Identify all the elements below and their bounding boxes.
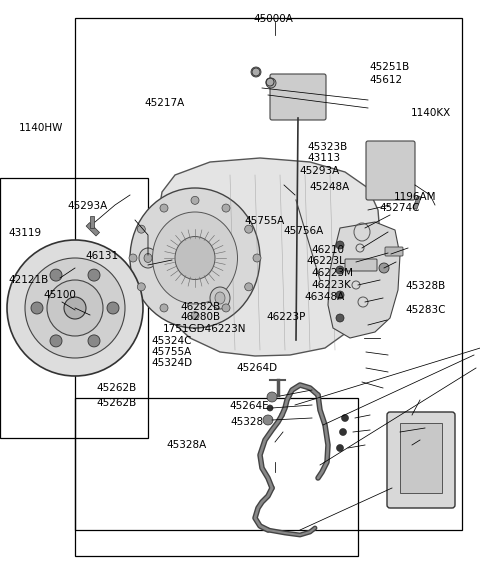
- Circle shape: [191, 196, 199, 204]
- FancyBboxPatch shape: [385, 247, 403, 256]
- Text: 46223L: 46223L: [306, 256, 345, 266]
- Circle shape: [222, 204, 230, 212]
- Circle shape: [88, 335, 100, 347]
- Circle shape: [266, 78, 276, 88]
- FancyBboxPatch shape: [345, 259, 377, 271]
- FancyBboxPatch shape: [387, 412, 455, 508]
- FancyBboxPatch shape: [366, 141, 415, 200]
- Circle shape: [191, 312, 199, 320]
- Bar: [86, 222, 99, 236]
- Text: 45248A: 45248A: [310, 182, 350, 192]
- Text: 45328A: 45328A: [166, 439, 206, 450]
- Text: 46282B: 46282B: [180, 302, 220, 312]
- Ellipse shape: [210, 287, 230, 309]
- Circle shape: [263, 415, 273, 425]
- Circle shape: [267, 405, 273, 411]
- Circle shape: [88, 269, 100, 281]
- Text: 46348A: 46348A: [305, 292, 345, 302]
- Circle shape: [336, 445, 344, 451]
- Circle shape: [379, 263, 389, 273]
- Text: 43119: 43119: [9, 228, 42, 238]
- Text: 46210: 46210: [311, 245, 344, 255]
- Text: 45756A: 45756A: [283, 226, 324, 237]
- Text: 46131: 46131: [85, 251, 119, 261]
- Text: 45328B: 45328B: [406, 280, 446, 291]
- Circle shape: [336, 314, 344, 322]
- Ellipse shape: [144, 254, 152, 263]
- Ellipse shape: [215, 292, 225, 304]
- Circle shape: [341, 414, 348, 421]
- Polygon shape: [152, 158, 380, 356]
- Ellipse shape: [153, 212, 238, 304]
- Circle shape: [160, 304, 168, 312]
- Text: 46223M: 46223M: [311, 268, 353, 278]
- Circle shape: [253, 254, 261, 262]
- Polygon shape: [328, 222, 400, 338]
- Circle shape: [339, 429, 347, 435]
- Text: 46280B: 46280B: [180, 312, 220, 323]
- Text: 1140KX: 1140KX: [410, 108, 451, 118]
- Text: 45323B: 45323B: [307, 142, 348, 152]
- Circle shape: [267, 392, 277, 402]
- Ellipse shape: [139, 248, 157, 268]
- Circle shape: [137, 283, 145, 291]
- Text: 45755A: 45755A: [245, 215, 285, 226]
- Circle shape: [251, 67, 261, 77]
- Circle shape: [336, 241, 344, 249]
- Text: 46223K: 46223K: [311, 280, 351, 290]
- Circle shape: [31, 302, 43, 314]
- Bar: [413, 196, 421, 209]
- Text: 45612: 45612: [370, 75, 403, 85]
- Ellipse shape: [175, 237, 215, 279]
- Bar: [400, 423, 442, 493]
- Circle shape: [64, 297, 86, 319]
- Circle shape: [25, 258, 125, 358]
- Circle shape: [107, 302, 119, 314]
- Text: 1140HW: 1140HW: [19, 123, 63, 133]
- Circle shape: [129, 254, 137, 262]
- Text: 45251B: 45251B: [370, 62, 410, 72]
- Circle shape: [336, 291, 344, 299]
- Circle shape: [47, 280, 103, 336]
- Text: 45324C: 45324C: [152, 336, 192, 346]
- Circle shape: [336, 266, 344, 274]
- Circle shape: [222, 304, 230, 312]
- Circle shape: [245, 283, 252, 291]
- Text: 45217A: 45217A: [144, 97, 184, 108]
- Bar: [75, 398, 358, 556]
- Text: 45264E: 45264E: [229, 401, 269, 412]
- Bar: [75, 18, 462, 530]
- Text: 46223P: 46223P: [266, 312, 306, 323]
- Text: 45274C: 45274C: [379, 203, 420, 213]
- Text: 45755A: 45755A: [152, 347, 192, 357]
- Text: 43113: 43113: [307, 153, 340, 164]
- Text: 45264D: 45264D: [237, 363, 278, 373]
- Text: 45283C: 45283C: [406, 305, 446, 315]
- Text: 45262B: 45262B: [96, 398, 136, 408]
- Circle shape: [245, 225, 252, 233]
- Circle shape: [7, 240, 143, 376]
- Text: 45324D: 45324D: [152, 357, 193, 368]
- Text: 45000A: 45000A: [253, 14, 294, 24]
- Text: 45293A: 45293A: [67, 201, 108, 211]
- Text: 1196AM: 1196AM: [394, 192, 436, 202]
- Circle shape: [50, 335, 62, 347]
- Text: 45100: 45100: [43, 290, 76, 300]
- Text: 45262B: 45262B: [96, 382, 136, 393]
- FancyBboxPatch shape: [270, 74, 326, 120]
- Text: 1751GD46223N: 1751GD46223N: [163, 324, 247, 334]
- Circle shape: [160, 204, 168, 212]
- Ellipse shape: [130, 188, 260, 328]
- Circle shape: [50, 269, 62, 281]
- Circle shape: [137, 225, 145, 233]
- Text: 45328: 45328: [230, 417, 264, 427]
- Text: 42121B: 42121B: [9, 275, 49, 286]
- Bar: [0, 178, 148, 438]
- Text: 45293A: 45293A: [299, 166, 339, 176]
- Bar: [90, 216, 94, 228]
